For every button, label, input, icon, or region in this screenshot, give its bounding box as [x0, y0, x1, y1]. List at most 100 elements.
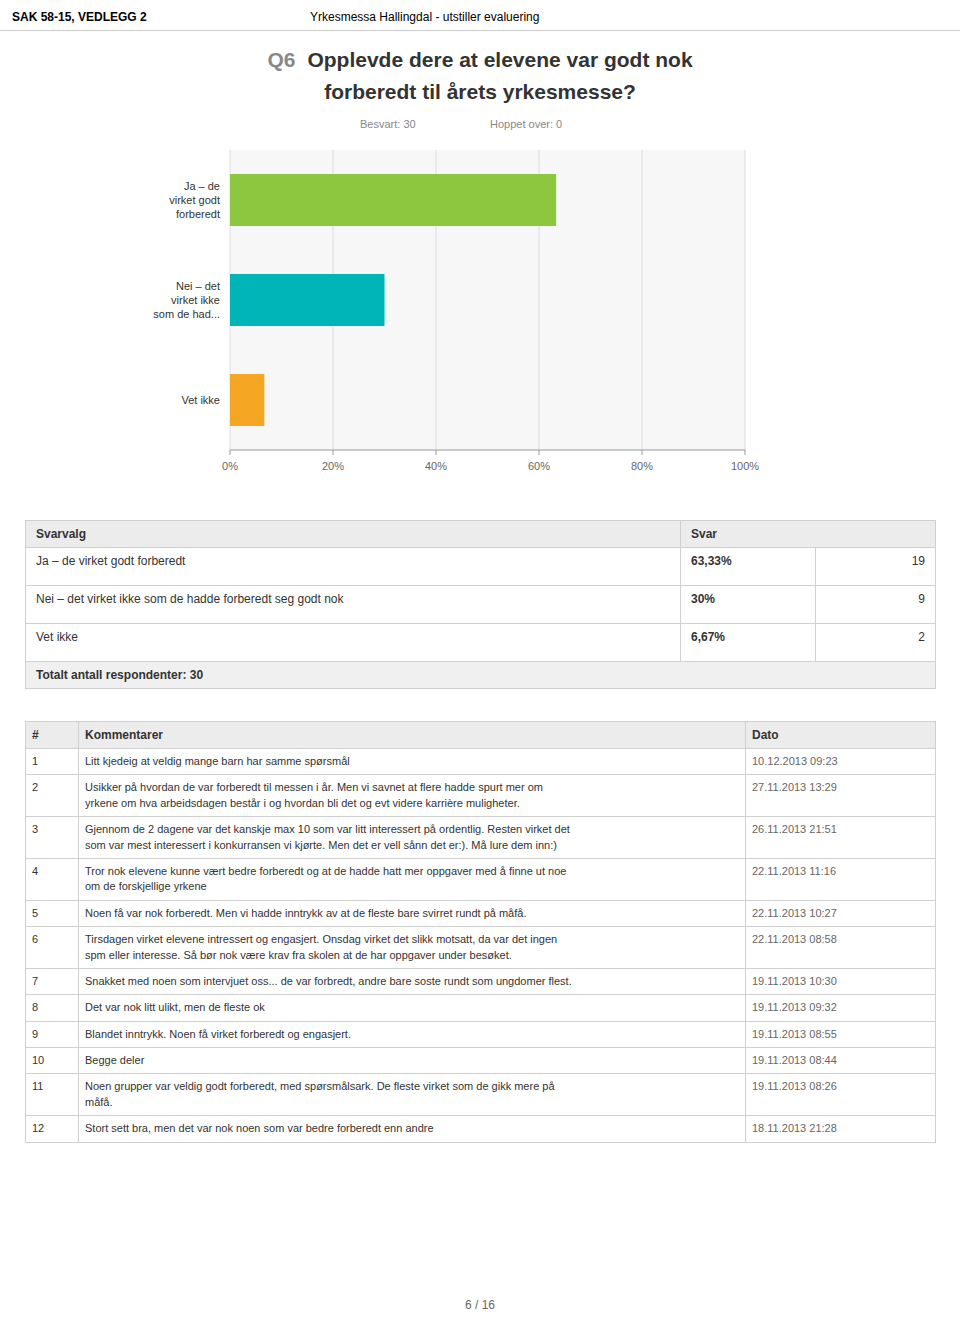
- comment-row: 3Gjennom de 2 dagene var det kanskje max…: [26, 817, 936, 859]
- comments-table: #KommentarerDato1Litt kjedeig at veldig …: [25, 721, 936, 1143]
- comment-text: Tirsdagen virket elevene intressert og e…: [79, 927, 746, 969]
- comment-date: 19.11.2013 10:30: [746, 968, 936, 994]
- column-header: Kommentarer: [79, 722, 746, 749]
- comment-row: 7Snakket med noen som intervjuet oss... …: [26, 968, 936, 994]
- answer-option: Ja – de virket godt forberedt: [26, 548, 681, 586]
- tick-label: 20%: [322, 460, 344, 472]
- tick-label: 0%: [222, 460, 238, 472]
- comment-date: 22.11.2013 08:58: [746, 927, 936, 969]
- comment-date: 19.11.2013 09:32: [746, 995, 936, 1021]
- column-header: Dato: [746, 722, 936, 749]
- comment-number: 9: [26, 1021, 79, 1047]
- answer-percent: 63,33%: [681, 548, 816, 586]
- column-header: #: [26, 722, 79, 749]
- page: SAK 58-15, VEDLEGG 2 Yrkesmessa Hallingda…: [0, 0, 960, 1323]
- comment-text: Snakket med noen som intervjuet oss... d…: [79, 968, 746, 994]
- comment-date: 26.11.2013 21:51: [746, 817, 936, 859]
- plot-background: [230, 150, 745, 450]
- comment-number: 11: [26, 1074, 79, 1116]
- comment-date: 10.12.2013 09:23: [746, 749, 936, 775]
- bar-chart: 0% 20% 40% 60% 80% 100% Ja – devirket godtforb…: [0, 140, 960, 490]
- answer-count: 2: [816, 624, 936, 662]
- header-rule: [0, 30, 960, 31]
- comment-row: 11Noen grupper var veldig godt forberedt…: [26, 1074, 936, 1116]
- comment-text: Gjennom de 2 dagene var det kanskje max …: [79, 817, 746, 859]
- comment-date: 19.11.2013 08:55: [746, 1021, 936, 1047]
- total-respondents: Totalt antall respondenter: 30: [26, 662, 936, 689]
- summary-total: Totalt antall respondenter: 30: [26, 662, 936, 689]
- comment-date: 18.11.2013 21:28: [746, 1116, 936, 1142]
- comment-date: 22.11.2013 10:27: [746, 900, 936, 926]
- comment-row: 5Noen få var nok forberedt. Men vi hadde…: [26, 900, 936, 926]
- answer-count: 19: [816, 548, 936, 586]
- answer-percent: 30%: [681, 586, 816, 624]
- comment-row: 2Usikker på hvordan de var forberedt til…: [26, 775, 936, 817]
- summary-row: Ja – de virket godt forberedt63,33%19: [26, 548, 936, 586]
- comment-number: 1: [26, 749, 79, 775]
- tick-mark: [333, 450, 334, 455]
- page-footer: 6 / 16: [0, 1298, 960, 1312]
- comment-text: Noen få var nok forberedt. Men vi hadde …: [79, 900, 746, 926]
- grid-line: [642, 150, 643, 450]
- comment-text: Noen grupper var veldig godt forberedt, …: [79, 1074, 746, 1116]
- tick-mark: [745, 450, 746, 455]
- comment-text: Stort sett bra, men det var nok noen som…: [79, 1116, 746, 1142]
- bar: [230, 374, 264, 426]
- comment-date: 19.11.2013 08:44: [746, 1048, 936, 1074]
- comment-number: 7: [26, 968, 79, 994]
- header-right: Yrkesmessa Hallingdal - utstiller evalue…: [310, 10, 539, 24]
- question-line: Q6Opplevde dere at elevene var godt nok: [0, 48, 960, 72]
- comment-number: 6: [26, 927, 79, 969]
- tick-mark: [436, 450, 437, 455]
- tick-mark: [642, 450, 643, 455]
- comment-text: Blandet inntrykk. Noen få virket forbere…: [79, 1021, 746, 1047]
- comment-number: 5: [26, 900, 79, 926]
- comment-number: 10: [26, 1048, 79, 1074]
- comment-text: Begge deler: [79, 1048, 746, 1074]
- comment-number: 8: [26, 995, 79, 1021]
- comment-text: Litt kjedeig at veldig mange barn har sa…: [79, 749, 746, 775]
- summary-row: Nei – det virket ikke som de hadde forbe…: [26, 586, 936, 624]
- grid-line: [745, 150, 746, 450]
- bar: [230, 174, 556, 226]
- comment-row: 1Litt kjedeig at veldig mange barn har s…: [26, 749, 936, 775]
- category-label: Ja – devirket godtforberedt: [169, 180, 220, 220]
- tick-mark: [539, 450, 540, 455]
- comment-number: 3: [26, 817, 79, 859]
- comment-row: 12Stort sett bra, men det var nok noen s…: [26, 1116, 936, 1142]
- bar: [230, 274, 385, 326]
- skipped-count: Hoppet over: 0: [490, 118, 562, 130]
- bars: [230, 174, 556, 426]
- column-header: Svar: [681, 521, 936, 548]
- comment-text: Tror nok elevene kunne vært bedre forber…: [79, 858, 746, 900]
- answer-count: 9: [816, 586, 936, 624]
- comment-date: 19.11.2013 08:26: [746, 1074, 936, 1116]
- summary-table: SvarvalgSvarJa – de virket godt forbered…: [25, 520, 936, 689]
- answer-percent: 6,67%: [681, 624, 816, 662]
- question-text: Opplevde dere at elevene var godt nok: [307, 48, 692, 71]
- answer-option: Nei – det virket ikke som de hadde forbe…: [26, 586, 681, 624]
- comment-row: 4Tror nok elevene kunne vært bedre forbe…: [26, 858, 936, 900]
- comment-number: 2: [26, 775, 79, 817]
- tick-label: 60%: [528, 460, 550, 472]
- question-text: forberedt til årets yrkesmesse?: [0, 80, 960, 104]
- tick-label: 100%: [731, 460, 759, 472]
- header-left: SAK 58-15, VEDLEGG 2: [12, 10, 147, 24]
- tables: SvarvalgSvarJa – de virket godt forbered…: [25, 520, 935, 1143]
- category-label: Nei – detvirket ikkesom de had...: [153, 280, 220, 320]
- comment-row: 6Tirsdagen virket elevene intressert og …: [26, 927, 936, 969]
- comment-number: 12: [26, 1116, 79, 1142]
- tick-label: 40%: [425, 460, 447, 472]
- comments-header: #KommentarerDato: [26, 722, 936, 749]
- tick-mark: [230, 450, 231, 455]
- comment-text: Det var nok litt ulikt, men de fleste ok: [79, 995, 746, 1021]
- comment-row: 9Blandet inntrykk. Noen få virket forber…: [26, 1021, 936, 1047]
- tick-label: 80%: [631, 460, 653, 472]
- summary-header: SvarvalgSvar: [26, 521, 936, 548]
- comment-text: Usikker på hvordan de var forberedt til …: [79, 775, 746, 817]
- column-header: Svarvalg: [26, 521, 681, 548]
- comment-number: 4: [26, 858, 79, 900]
- comment-date: 22.11.2013 11:16: [746, 858, 936, 900]
- comment-row: 10Begge deler19.11.2013 08:44: [26, 1048, 936, 1074]
- answered-count: Besvart: 30: [360, 118, 416, 130]
